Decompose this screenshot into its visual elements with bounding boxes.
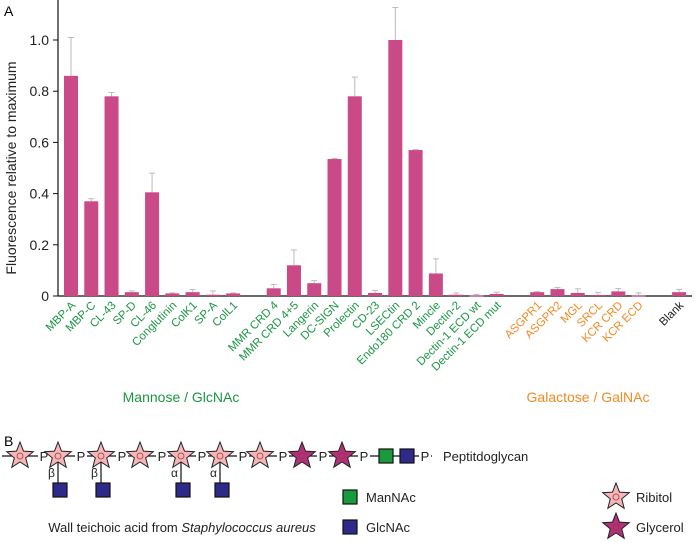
ribitol-icon [166, 440, 196, 469]
bar-dectin-1-ecd-mut [489, 293, 504, 296]
phosphate-label: P [40, 449, 49, 464]
bar-mincle [428, 273, 443, 296]
bar-cl-46 [145, 192, 160, 296]
phosphate-label: P [360, 449, 369, 464]
peptidoglycan-label: Peptitdoglycan [443, 449, 528, 464]
phosphate-label: P [421, 449, 430, 464]
phosphate-label: P [319, 449, 328, 464]
phosphate-label: P [158, 449, 167, 464]
y-tick-label: 0.2 [30, 237, 50, 253]
bar-dc-sign [327, 159, 342, 296]
diagram-caption: Wall teichoic acid from Staphylococcus a… [48, 520, 316, 535]
bar-coll1 [226, 293, 241, 296]
bar-asgpr1 [530, 292, 545, 296]
bar-colk1 [185, 292, 200, 296]
phosphate-label: P [198, 449, 207, 464]
bar-kcr-crd [611, 291, 626, 296]
linkage-label: β [91, 466, 98, 480]
bar-cl-43 [104, 96, 119, 296]
caption-species: Staphylococcus aureus [181, 520, 316, 535]
p-bg [237, 448, 249, 464]
p-bg [156, 448, 168, 464]
linkage-label: β [48, 466, 55, 480]
p-bg [358, 448, 370, 464]
glcnac-icon [52, 482, 68, 498]
bar-mgl [570, 292, 585, 296]
ribitol-icon [125, 440, 155, 469]
mannac-icon [378, 448, 394, 464]
x-tick-labels: MBP-AMBP-CCL-43SP-DCL-46ConglutininColK1… [44, 299, 687, 374]
panel-b-label: B [4, 433, 13, 449]
y-tick-label: 0.4 [30, 186, 50, 202]
phosphate-label: P [279, 449, 288, 464]
bar-prolectin [347, 96, 362, 296]
ribitol-icon [86, 440, 116, 469]
mannac-legend-icon [342, 489, 358, 505]
bar-mbp-c [84, 201, 99, 296]
caption-text: Wall teichoic acid from [48, 520, 181, 535]
bar-mmr-crd-4 [266, 288, 281, 296]
y-tick-label: 0 [41, 288, 49, 304]
bar-mbp-a [64, 75, 78, 296]
bar-lsectin [388, 40, 403, 296]
bar-asgpr2 [550, 289, 565, 296]
bar-dectin-1-ecd-wt [469, 295, 484, 297]
bar-kcr-ecd [631, 295, 646, 297]
y-axis-label: Fluorescence relative to maximum [3, 61, 19, 274]
p-bg [277, 448, 289, 464]
teichoic-acid-diagram: P P P P P P P P P Pβ β α α Peptitdoglycan ManNAc GlcNAc… [2, 440, 684, 540]
x-tick-label: Blank [657, 299, 686, 328]
p-bg [75, 448, 87, 464]
glycerol-icon [327, 440, 357, 469]
glcnac-icon [399, 448, 415, 464]
p-bg [419, 448, 431, 464]
legend-label: Ribitol [636, 490, 672, 505]
phosphate-label: P [118, 449, 127, 464]
ribitol-icon [5, 440, 35, 469]
bar-mmr-crd-4-5 [286, 265, 301, 296]
glcnac-icon [175, 482, 191, 498]
chart-axes: 0 0.2 0.4 0.6 0.8 1.0 [30, 0, 692, 304]
phosphate-label: P [77, 449, 86, 464]
ribitol-icon [43, 440, 73, 469]
ribitol-icon [205, 440, 235, 469]
ribitol-icon [601, 481, 631, 510]
group-label-galactose: Galactose / GalNAc [527, 389, 650, 405]
glcnac-icon [95, 482, 111, 498]
ribitol-icon [245, 440, 275, 469]
p-bg [116, 448, 128, 464]
glcnac-legend-icon [342, 519, 358, 535]
glcnac-icon [214, 482, 230, 498]
bar-langerin [307, 283, 322, 296]
bar-cd-23 [368, 292, 383, 296]
bar-sp-a [205, 294, 220, 296]
p-bg [317, 448, 329, 464]
y-tick-label: 1.0 [30, 32, 50, 48]
bar-blank [672, 292, 687, 296]
bar-endo180-crd-2 [408, 150, 423, 296]
group-label-mannose: Mannose / GlcNAc [123, 389, 240, 405]
glycerol-icon [287, 440, 317, 469]
bar-dectin-2 [449, 294, 464, 296]
y-tick-label: 0.6 [30, 134, 50, 150]
glycerol-icon [601, 511, 631, 540]
legend-label: GlcNAc [366, 520, 411, 535]
p-bg [196, 448, 208, 464]
bar-conglutinin [165, 293, 180, 296]
phosphate-label: P [239, 449, 248, 464]
linkage-label: α [210, 466, 217, 480]
panel-a-label: A [4, 3, 14, 19]
legend-label: Glycerol [636, 520, 684, 535]
bar-sp-d [124, 292, 139, 296]
y-tick-label: 0.8 [30, 83, 50, 99]
legend-label: ManNAc [366, 490, 416, 505]
bar-srcl [591, 294, 606, 296]
bars [64, 6, 687, 297]
linkage-label: α [171, 466, 178, 480]
